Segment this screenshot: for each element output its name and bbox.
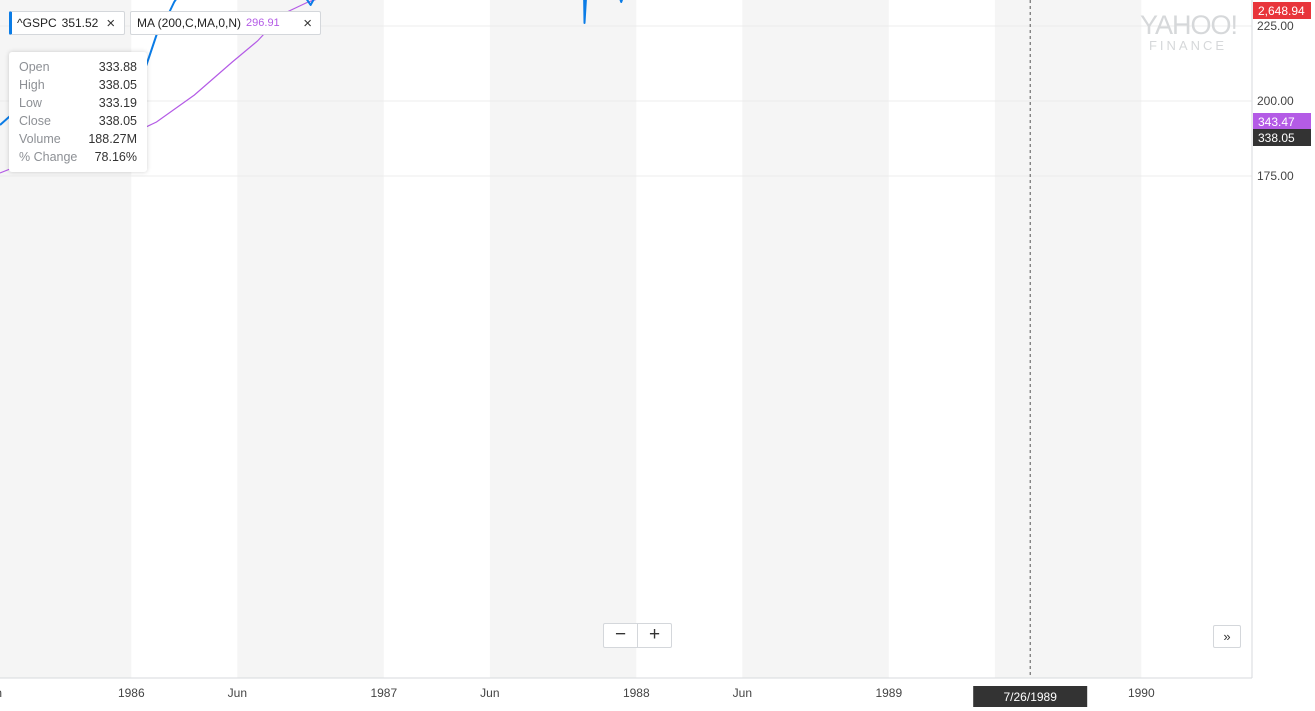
ma-200-line	[0, 0, 317, 174]
shaded-band	[742, 0, 889, 678]
tooltip-label: High	[19, 78, 45, 92]
x-tick-label: 1988	[623, 686, 650, 700]
tooltip-value: 333.19	[98, 96, 137, 110]
legend-ma-label: MA (200,C,MA,0,N)	[137, 16, 242, 30]
x-tick-label: 1990	[1128, 686, 1155, 700]
legend-price: 351.52	[61, 16, 99, 30]
tooltip-value: 188.27M	[88, 132, 137, 146]
remove-ma-close-icon[interactable]: ×	[303, 14, 312, 32]
price-tag-red	[1253, 2, 1311, 19]
zoom-out-button[interactable]: −	[604, 624, 638, 647]
tooltip-label: Volume	[19, 132, 61, 146]
price-tag-label: 2,648.94	[1258, 4, 1305, 18]
y-axis-labels: 175.00200.00225.00250.00275.00300.00325.…	[1257, 19, 1294, 183]
crosshair: 7/26/1989	[973, 0, 1088, 707]
tooltip-row-open: Open 333.88	[19, 58, 137, 76]
price-tag-dark	[1253, 129, 1311, 146]
x-tick-label: 1986	[118, 686, 145, 700]
tooltip-value: 338.05	[98, 78, 137, 92]
tooltip-row-change: % Change 78.16%	[19, 148, 137, 166]
shaded-band	[489, 0, 637, 678]
legend-symbol: ^GSPC	[17, 16, 57, 30]
legend-pill-gspc[interactable]: ^GSPC 351.52 ×	[9, 11, 125, 35]
tooltip-row-high: High 338.05	[19, 76, 137, 94]
tooltip-row-close: Close 338.05	[19, 112, 137, 130]
tooltip-value: 338.05	[98, 114, 137, 128]
x-tick-label: Jun	[480, 686, 499, 700]
tooltip-label: Low	[19, 96, 42, 110]
tooltip-label: % Change	[19, 150, 78, 164]
x-tick-label: 1989	[875, 686, 902, 700]
y-tick-label: 175.00	[1257, 169, 1294, 183]
x-tick-label: Jan	[0, 686, 2, 700]
legend-ma-value: 296.91	[246, 17, 280, 29]
tooltip-label: Close	[19, 114, 51, 128]
watermark-line1: YAHOO!	[1140, 10, 1238, 40]
ohlc-tooltip: Open 333.88 High 338.05 Low 333.19 Close 338…	[9, 52, 147, 172]
x-tick-label: 1987	[370, 686, 397, 700]
watermark-line2: FINANCE	[1148, 38, 1228, 53]
tooltip-value: 333.88	[98, 60, 137, 74]
x-tick-label: Jun	[733, 686, 752, 700]
remove-gspc-close-icon[interactable]: ×	[106, 14, 116, 32]
price-tag-ma	[1253, 113, 1311, 130]
crosshair-date-label: 7/26/1989	[1004, 690, 1058, 704]
price-tag-label: 343.47	[1258, 115, 1295, 129]
x-tick-label: Jun	[228, 686, 247, 700]
price-tags: 2,648.94 343.47 338.05	[1253, 2, 1311, 146]
zoom-controls: − +	[603, 623, 672, 648]
shaded-band	[994, 0, 1142, 678]
shaded-band	[237, 0, 384, 678]
x-axis-labels: Jan 1986 Jun 1987 Jun 1988 Jun 1989 1990	[0, 686, 1155, 700]
expand-chart-button[interactable]: »	[1213, 625, 1241, 648]
y-tick-label: 225.00	[1257, 19, 1294, 33]
zoom-in-button[interactable]: +	[648, 624, 661, 645]
alternating-period-bands	[0, 0, 1141, 678]
tooltip-value: 78.16%	[94, 150, 137, 164]
yahoo-finance-watermark: YAHOO! FINANCE	[1140, 10, 1238, 54]
tooltip-row-volume: Volume 188.27M	[19, 130, 137, 148]
y-tick-label: 200.00	[1257, 94, 1294, 108]
price-tag-label: 338.05	[1258, 131, 1295, 145]
legend-pill-ma[interactable]: MA (200,C,MA,0,N) 296.91 ×	[130, 11, 321, 35]
tooltip-row-low: Low 333.19	[19, 94, 137, 112]
series-lines	[0, 0, 623, 174]
crosshair-date-tag	[973, 686, 1088, 707]
tooltip-label: Open	[19, 60, 50, 74]
